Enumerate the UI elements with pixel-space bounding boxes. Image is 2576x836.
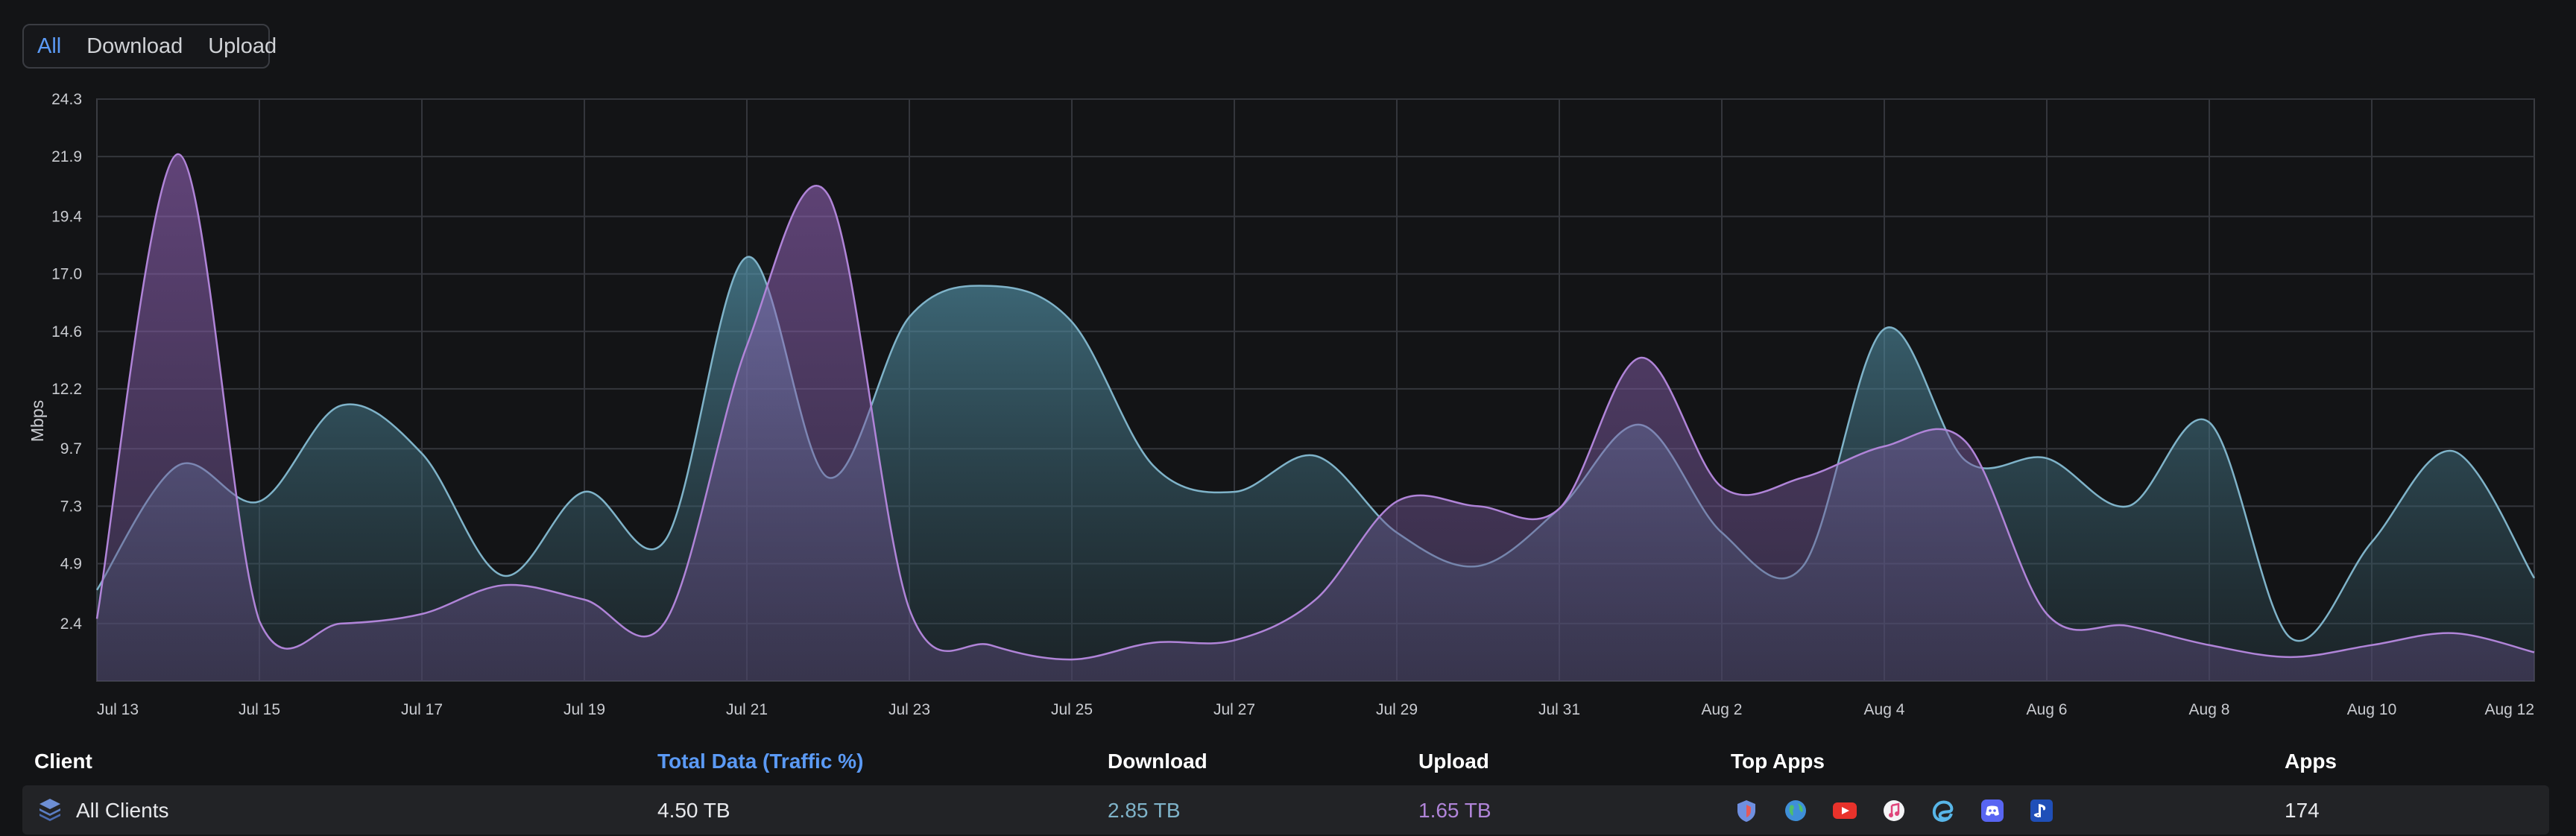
upload-value: 1.65 TB <box>1418 799 1491 822</box>
column-total-data[interactable]: Total Data (Traffic %) <box>657 750 864 773</box>
x-tick-label: Jul 25 <box>1051 701 1093 718</box>
layers-icon <box>40 799 60 821</box>
column-download[interactable]: Download <box>1108 750 1208 773</box>
y-tick-label: 14.6 <box>51 323 82 341</box>
download-series-line[interactable] <box>95 256 2536 642</box>
y-tick-label: 9.7 <box>60 440 82 457</box>
total-data-value: 4.50 TB <box>657 799 730 822</box>
x-tick-label: Jul 23 <box>888 701 930 718</box>
y-tick-label: 19.4 <box>51 208 82 225</box>
client-name[interactable]: All Clients <box>76 799 169 822</box>
playstation-app-icon[interactable] <box>2028 797 2055 824</box>
y-tick-label: 17.0 <box>51 266 82 283</box>
x-tick-label: Aug 6 <box>2027 701 2068 718</box>
x-tick-label: Jul 19 <box>564 701 605 718</box>
y-axis-label: Mbps <box>28 400 47 442</box>
traffic-filter: All Download Upload <box>22 24 277 69</box>
globe-app-icon[interactable] <box>1782 797 1809 824</box>
edge-app-icon[interactable] <box>1930 797 1957 824</box>
y-tick-label: 7.3 <box>60 498 82 515</box>
y-tick-label: 24.3 <box>51 91 82 108</box>
x-tick-label: Jul 21 <box>726 701 768 718</box>
x-tick-label: Jul 29 <box>1376 701 1418 718</box>
filter-upload[interactable]: Upload <box>208 34 277 58</box>
x-tick-label: Aug 10 <box>2347 701 2397 718</box>
column-client[interactable]: Client <box>34 750 92 773</box>
upload-series-line[interactable] <box>95 153 2535 661</box>
shield-app-icon[interactable] <box>1733 797 1760 824</box>
filter-all[interactable]: All <box>37 34 62 58</box>
y-tick-label: 4.9 <box>60 556 82 573</box>
upload-series-area <box>97 153 2534 681</box>
column-apps[interactable]: Apps <box>2285 750 2337 773</box>
clients-table: Client Total Data (Traffic %) Download U… <box>22 738 2549 835</box>
top-apps-list <box>1733 797 2055 824</box>
x-tick-label: Jul 31 <box>1538 701 1580 718</box>
music-app-icon[interactable] <box>1881 797 1907 824</box>
table-row[interactable]: All Clients 4.50 TB 2.85 TB 1.65 TB <box>22 785 2549 835</box>
x-tick-label: Jul 17 <box>401 701 443 718</box>
youtube-app-icon[interactable] <box>1831 797 1858 824</box>
discord-app-icon[interactable] <box>1979 797 2006 824</box>
apps-count: 174 <box>2285 799 2320 822</box>
x-tick-label: Jul 27 <box>1213 701 1255 718</box>
column-top-apps[interactable]: Top Apps <box>1731 750 1825 773</box>
download-value: 2.85 TB <box>1108 799 1181 822</box>
traffic-chart: 2.4 4.9 7.3 9.7 12.2 14.6 17.0 19.4 21.9 24.3 Jul … <box>28 91 2536 718</box>
y-tick-label: 2.4 <box>60 615 83 633</box>
x-tick-label: Aug 2 <box>1702 701 1743 718</box>
x-tick-label: Aug 12 <box>2484 701 2534 718</box>
filter-download[interactable]: Download <box>86 34 183 58</box>
x-tick-label: Aug 4 <box>1864 701 1905 718</box>
column-upload[interactable]: Upload <box>1418 750 1489 773</box>
x-tick-label: Jul 13 <box>97 701 139 718</box>
table-header: Client Total Data (Traffic %) Download U… <box>22 738 2549 785</box>
x-tick-label: Jul 15 <box>239 701 280 718</box>
x-tick-label: Aug 8 <box>2189 701 2230 718</box>
y-tick-label: 21.9 <box>51 148 82 165</box>
y-tick-label: 12.2 <box>51 381 82 398</box>
